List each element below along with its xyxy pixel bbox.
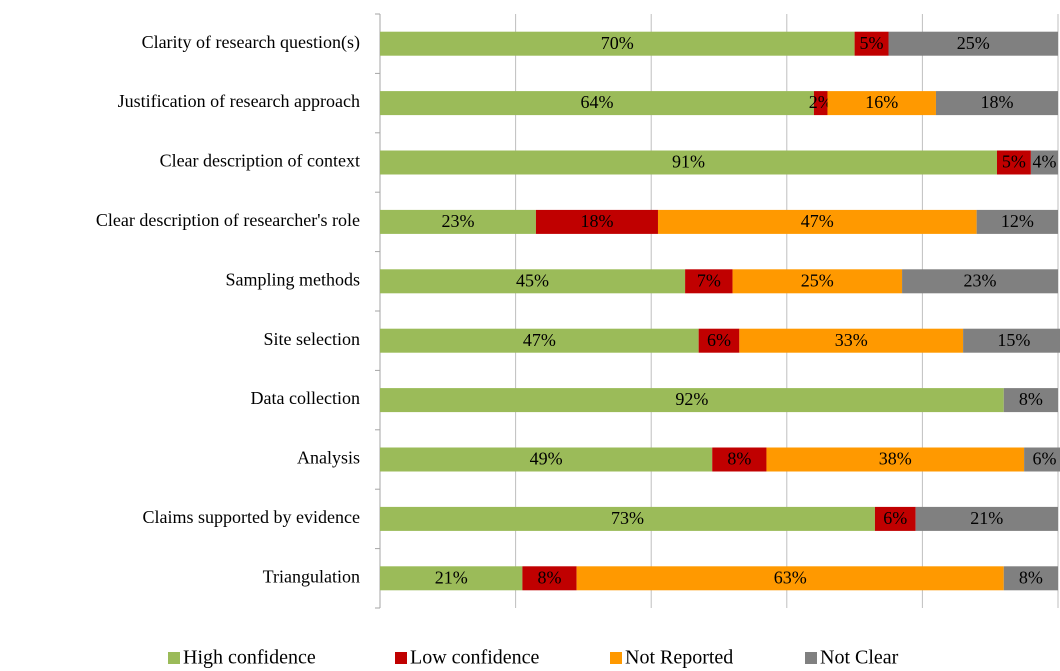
bar-segment [712, 447, 767, 472]
legend-label: High confidence [183, 647, 316, 669]
legend-label: Low confidence [410, 647, 540, 669]
legend-swatch [805, 652, 817, 664]
data-label: 8% [1019, 389, 1043, 409]
data-label: 15% [997, 330, 1030, 350]
data-label: 45% [516, 270, 549, 290]
data-label: 18% [980, 92, 1013, 112]
data-label: 38% [879, 449, 912, 469]
bar-segment [813, 91, 828, 116]
bar-segment [827, 91, 936, 116]
y-tick-label: Triangulation [263, 566, 360, 586]
bar-segment [935, 91, 1058, 116]
data-label: 6% [707, 330, 731, 350]
bar-segment [657, 209, 977, 234]
data-label: 92% [675, 389, 708, 409]
legend-label: Not Clear [820, 647, 899, 669]
data-label: 6% [1032, 449, 1056, 469]
data-label: 2% [809, 92, 833, 112]
bar-segment [380, 447, 713, 472]
bar-segment [854, 31, 889, 56]
y-tick-label: Analysis [297, 448, 360, 468]
data-label: 5% [1002, 152, 1026, 172]
data-label: 6% [883, 508, 907, 528]
bar-segment [732, 269, 903, 294]
bar-segment [874, 506, 916, 531]
data-label: 63% [774, 567, 807, 587]
y-tick-label: Justification of research approach [118, 91, 360, 111]
data-label: 64% [580, 92, 613, 112]
y-tick-label: Site selection [264, 329, 360, 349]
y-tick-label: Clear description of context [160, 151, 360, 171]
bar-segment [902, 269, 1058, 294]
bar-segment [380, 31, 855, 56]
data-label: 8% [1019, 567, 1043, 587]
bar-segment [996, 150, 1031, 175]
data-label: 25% [957, 33, 990, 53]
data-label: 25% [801, 270, 834, 290]
bar-segment [380, 566, 523, 591]
data-label: 47% [801, 211, 834, 231]
y-tick-label: Sampling methods [226, 269, 361, 289]
bar-segment [380, 209, 536, 234]
y-tick-label: Clarity of research question(s) [142, 32, 360, 53]
bar-segment [963, 328, 1060, 353]
bar-segment [1003, 566, 1058, 591]
data-label: 91% [672, 152, 705, 172]
bar-segment [888, 31, 1058, 56]
data-label: 18% [580, 211, 613, 231]
data-label: 21% [435, 567, 468, 587]
y-tick-label: Data collection [251, 388, 360, 408]
data-label: 23% [441, 211, 474, 231]
bar-segment [380, 328, 699, 353]
data-label: 49% [530, 449, 563, 469]
legend-swatch [610, 652, 622, 664]
bar-segment [522, 566, 577, 591]
data-label: 8% [727, 449, 751, 469]
bar-segment [380, 269, 686, 294]
legend-swatch [168, 652, 180, 664]
y-tick-label: Clear description of researcher's role [96, 210, 360, 230]
data-label: 47% [523, 330, 556, 350]
bar-segment [698, 328, 740, 353]
bar-segment [1024, 447, 1060, 472]
data-label: 21% [970, 508, 1003, 528]
legend-swatch [395, 652, 407, 664]
data-label: 16% [865, 92, 898, 112]
bar-segment [576, 566, 1004, 591]
bar-segment [976, 209, 1058, 234]
bar-segment [380, 388, 1004, 413]
bar-segment [766, 447, 1025, 472]
data-label: 5% [860, 33, 884, 53]
data-label: 23% [964, 270, 997, 290]
bar-segment [685, 269, 733, 294]
bar-segment [1030, 150, 1058, 175]
bar-segment [380, 506, 875, 531]
bar-segment [1003, 388, 1058, 413]
bar-segment [380, 150, 997, 175]
bar-segment [915, 506, 1058, 531]
data-label: 7% [697, 270, 721, 290]
data-label: 33% [835, 330, 868, 350]
data-label: 4% [1032, 152, 1056, 172]
data-label: 73% [611, 508, 644, 528]
bar-segment [535, 209, 658, 234]
data-label: 8% [538, 567, 562, 587]
y-tick-label: Claims supported by evidence [143, 507, 360, 527]
legend-label: Not Reported [625, 647, 733, 669]
data-label: 12% [1001, 211, 1034, 231]
data-label: 70% [601, 33, 634, 53]
bar-segment [739, 328, 964, 353]
bar-segment [380, 91, 814, 116]
